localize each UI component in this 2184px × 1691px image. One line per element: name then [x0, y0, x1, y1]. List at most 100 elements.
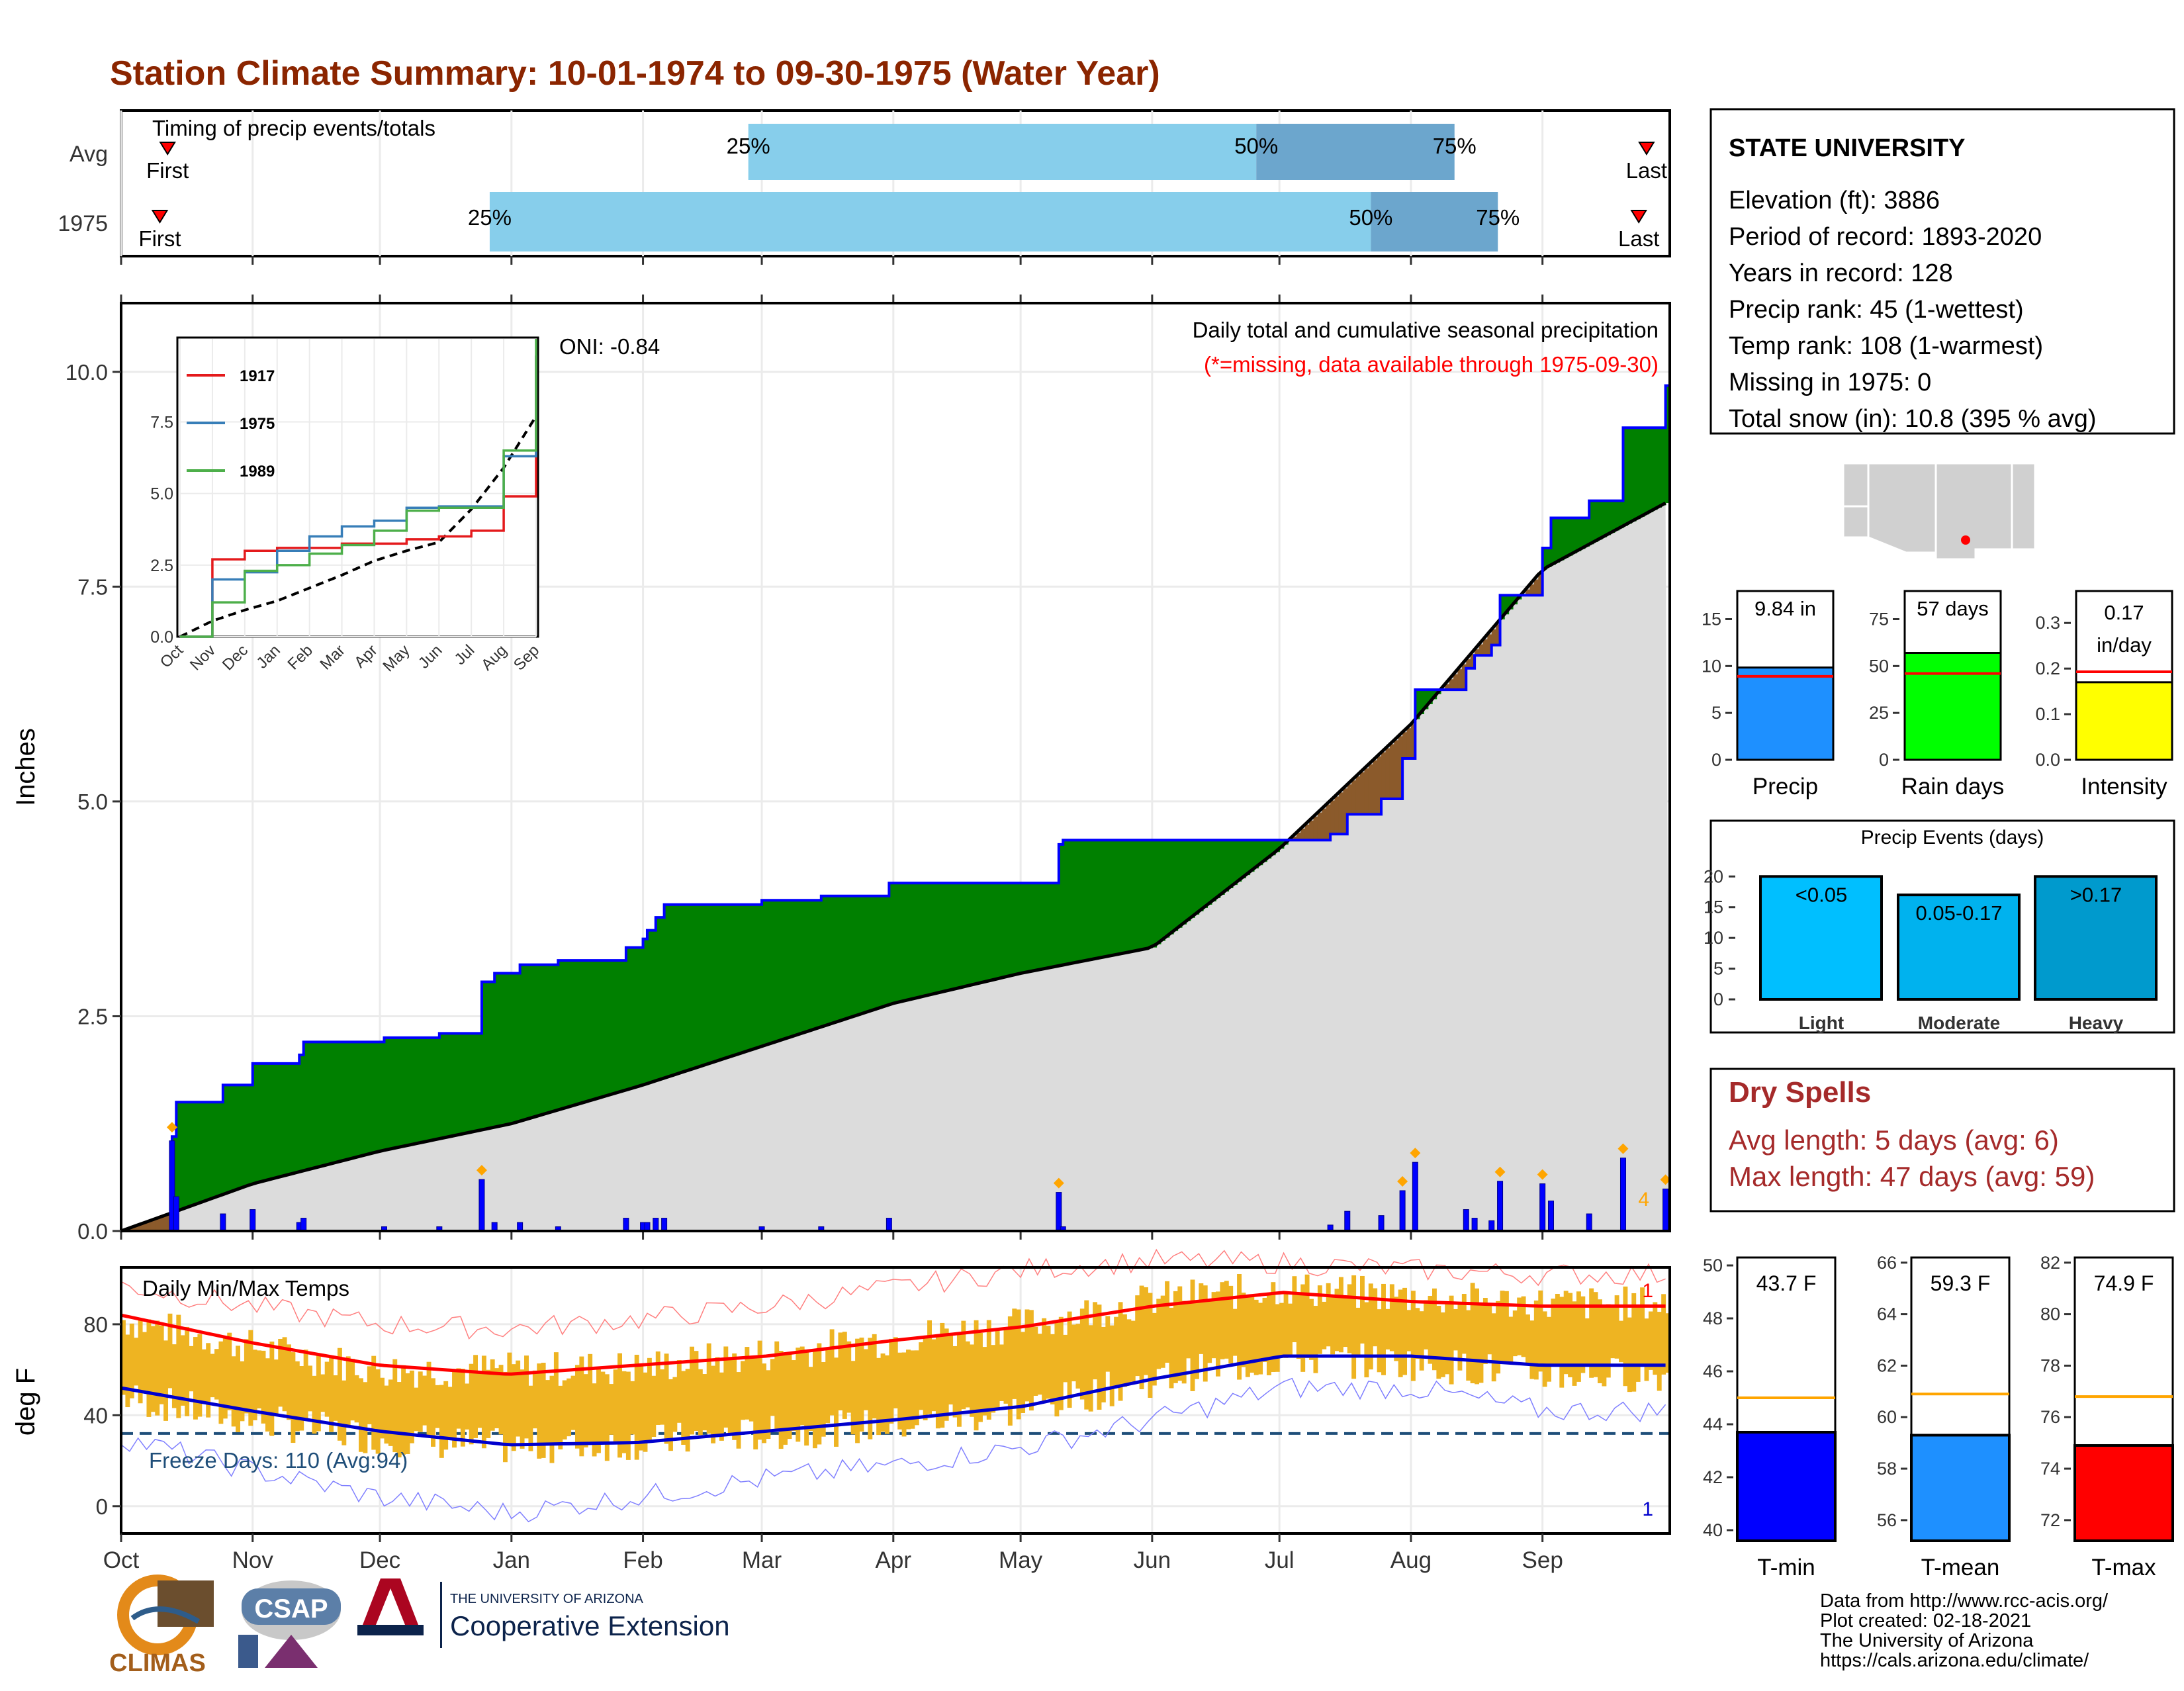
- precip-annotation-title: Daily total and cumulative seasonal prec…: [1193, 318, 1659, 342]
- daily-temp-bar: [473, 1355, 478, 1438]
- daily-temp-bar: [1093, 1302, 1098, 1380]
- daily-temp-bar: [1232, 1308, 1238, 1356]
- surplus-area: [812, 900, 818, 1030]
- daily-temp-bar: [477, 1371, 482, 1428]
- surplus-area: [757, 904, 762, 1048]
- precip-y-tick-label: 7.5: [77, 574, 108, 599]
- daily-temp-bar: [520, 1369, 525, 1449]
- daily-temp-bar: [660, 1369, 665, 1425]
- daily-precip-bar: [1378, 1215, 1385, 1232]
- daily-temp-bar: [982, 1347, 987, 1416]
- daily-temp-bar: [588, 1353, 593, 1442]
- temp-bar-t-min: [1736, 1431, 1837, 1542]
- surplus-area: [1237, 840, 1242, 882]
- daily-temp-bar: [1122, 1314, 1127, 1387]
- surplus-area: [711, 904, 716, 1063]
- precip-y-axis-label: Inches: [11, 728, 40, 806]
- summary-y-tick-label: 15: [1702, 610, 1721, 629]
- surplus-area: [745, 904, 750, 1052]
- page-title: Station Climate Summary: 10-01-1974 to 0…: [110, 54, 1160, 93]
- daily-temp-bar: [694, 1351, 699, 1432]
- surplus-area: [324, 1042, 330, 1165]
- deficit-area: [1330, 800, 1336, 835]
- daily-temp-bar: [1538, 1290, 1543, 1372]
- surplus-area: [1262, 840, 1267, 862]
- temp-bar-label: T-max: [2091, 1555, 2156, 1580]
- daily-temp-bar: [465, 1383, 470, 1430]
- daily-temp-bar: [1181, 1301, 1187, 1384]
- daily-temp-bar: [727, 1357, 733, 1436]
- surplus-area: [371, 1042, 377, 1154]
- daily-temp-bar: [1589, 1288, 1594, 1378]
- station-info-line: Missing in 1975: 0: [1729, 369, 1931, 396]
- surplus-area: [1508, 595, 1514, 610]
- daily-temp-bar: [753, 1357, 758, 1449]
- daily-temp-bar: [341, 1380, 347, 1445]
- surplus-area: [1181, 840, 1187, 925]
- surplus-area: [1610, 500, 1615, 533]
- timing-p50-label: 50%: [1349, 205, 1392, 230]
- surplus-area: [273, 1063, 279, 1179]
- daily-temp-bar: [757, 1340, 762, 1440]
- daily-temp-bar: [1347, 1284, 1352, 1353]
- daily-temp-bar: [749, 1357, 754, 1422]
- station-info-box: STATE UNIVERSITY Elevation (ft): 3886 Per…: [1709, 108, 2175, 435]
- daily-temp-bar: [715, 1357, 720, 1435]
- surplus-area: [278, 1063, 283, 1177]
- daily-temp-bar: [974, 1320, 979, 1431]
- daily-temp-bar: [1173, 1291, 1178, 1383]
- daily-temp-bar: [859, 1338, 864, 1432]
- station-location-marker: [1961, 535, 1970, 545]
- surplus-area: [1241, 840, 1246, 879]
- summary-bar-intensity: [2075, 681, 2173, 761]
- surplus-area: [1101, 840, 1107, 958]
- daily-temp-bar: [846, 1341, 852, 1413]
- daily-temp-bar: [842, 1332, 847, 1419]
- temp-bar-y-tick-label: 44: [1703, 1414, 1723, 1434]
- daily-temp-bar: [1457, 1304, 1463, 1371]
- daily-temp-bar: [524, 1355, 529, 1439]
- surplus-area: [732, 904, 737, 1056]
- daily-temp-bar: [532, 1370, 537, 1429]
- surplus-area: [218, 1102, 224, 1197]
- temp-x-tick-label: May: [999, 1547, 1043, 1573]
- surplus-area: [227, 1085, 232, 1193]
- surplus-area: [978, 883, 983, 983]
- surplus-area: [312, 1042, 317, 1169]
- summary-bar-label: Precip: [1752, 774, 1818, 800]
- surplus-area: [1046, 883, 1051, 969]
- surplus-area: [1067, 840, 1072, 964]
- daily-temp-bar: [1169, 1307, 1174, 1389]
- daily-temp-bar: [303, 1349, 308, 1419]
- temp-bar-y-tick-label: 40: [1703, 1520, 1723, 1540]
- surplus-area: [341, 1042, 347, 1162]
- surplus-area: [1148, 840, 1153, 948]
- daily-temp-bar: [537, 1363, 542, 1459]
- daily-temp-bar: [931, 1339, 936, 1412]
- surplus-area: [295, 1063, 300, 1173]
- daily-temp-bar: [609, 1384, 614, 1435]
- daily-temp-bar: [1292, 1276, 1297, 1342]
- surplus-area: [1568, 518, 1573, 556]
- surplus-area: [354, 1042, 359, 1158]
- surplus-area: [248, 1085, 253, 1185]
- daily-temp-bar: [359, 1378, 363, 1452]
- surplus-area: [308, 1042, 313, 1170]
- surplus-area: [639, 947, 644, 1087]
- daily-temp-bar: [1003, 1329, 1009, 1404]
- surplus-area: [749, 904, 754, 1051]
- deficit-area: [138, 1224, 143, 1231]
- surplus-area: [189, 1102, 194, 1207]
- surplus-area: [562, 960, 567, 1109]
- daily-temp-bar: [185, 1326, 190, 1416]
- surplus-area: [668, 904, 674, 1077]
- daily-temp-bar: [1152, 1312, 1157, 1386]
- deficit-area: [1479, 644, 1484, 656]
- ua-logo: THE UNIVERSITY OF ARIZONA Cooperative Ex…: [357, 1578, 730, 1648]
- surplus-area: [214, 1102, 220, 1198]
- daily-temp-bar: [574, 1365, 580, 1449]
- daily-temp-bar: [481, 1355, 486, 1449]
- daily-temp-bar: [1648, 1311, 1653, 1370]
- surplus-area: [1623, 428, 1628, 526]
- surplus-area: [532, 964, 538, 1118]
